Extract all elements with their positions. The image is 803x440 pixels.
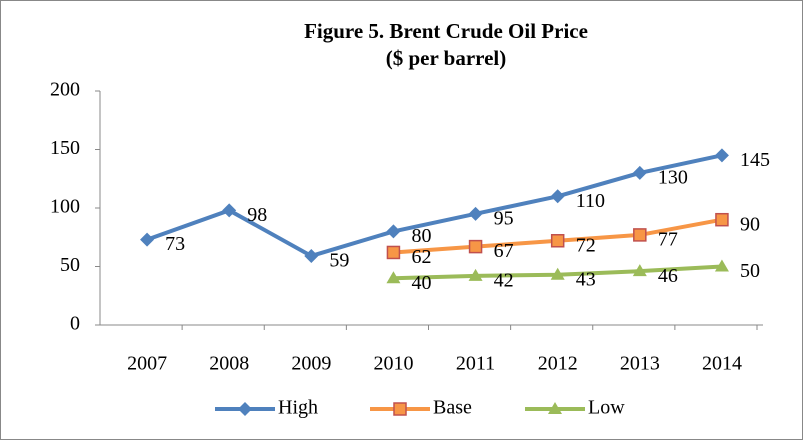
data-point	[468, 268, 483, 281]
data-label: 145	[740, 149, 770, 171]
legend-marker	[393, 402, 407, 416]
data-label: 77	[658, 229, 678, 251]
data-label: 110	[576, 190, 605, 212]
chart-subtitle: ($ per barrel)	[386, 46, 507, 70]
x-tick-label: 2007	[127, 353, 167, 375]
data-point	[468, 239, 483, 254]
data-point	[304, 248, 319, 263]
data-point	[715, 212, 729, 227]
data-label: 42	[494, 269, 514, 291]
x-tick-label: 2014	[702, 353, 742, 375]
data-point	[386, 224, 401, 239]
data-point	[632, 264, 647, 277]
data-point	[550, 189, 565, 204]
data-label: 67	[494, 240, 514, 262]
legend-label: Low	[588, 397, 625, 419]
data-label: 50	[740, 260, 760, 282]
x-tick-label: 2011	[456, 353, 495, 375]
data-point	[714, 259, 729, 272]
data-label: 80	[411, 225, 431, 247]
data-point	[714, 148, 729, 163]
data-label: 59	[329, 250, 349, 272]
data-label: 130	[658, 166, 688, 188]
data-point	[468, 206, 483, 221]
data-label: 72	[576, 234, 596, 256]
data-label: 98	[247, 204, 267, 226]
data-label: 43	[576, 268, 596, 290]
data-point	[386, 245, 401, 260]
x-tick-label: 2008	[209, 353, 249, 375]
y-tick-label: 150	[50, 137, 80, 159]
data-label: 62	[411, 246, 431, 268]
legend-marker	[548, 402, 562, 414]
y-tick-label: 200	[50, 79, 80, 101]
legend-label: Base	[433, 397, 472, 419]
data-point	[140, 232, 155, 247]
chart-title: Figure 5. Brent Crude Oil Price	[304, 19, 588, 43]
x-tick-label: 2013	[620, 353, 660, 375]
y-tick-label: 100	[50, 196, 80, 218]
data-point	[632, 165, 647, 180]
data-label: 46	[658, 265, 678, 287]
data-point	[222, 203, 237, 218]
legend-label: High	[278, 397, 318, 419]
x-tick-label: 2012	[538, 353, 578, 375]
y-tick-label: 50	[60, 254, 80, 276]
data-point	[386, 271, 401, 284]
data-point	[550, 267, 565, 280]
data-label: 40	[411, 272, 431, 294]
x-tick-label: 2009	[291, 353, 331, 375]
series-line	[146, 153, 723, 259]
data-point	[633, 228, 647, 242]
data-point	[550, 234, 565, 248]
data-label: 90	[740, 213, 760, 235]
data-label: 95	[494, 207, 514, 229]
y-tick-label: 0	[70, 313, 80, 335]
x-tick-label: 2010	[373, 353, 413, 375]
data-label: 73	[165, 233, 185, 255]
legend-marker	[238, 402, 252, 416]
